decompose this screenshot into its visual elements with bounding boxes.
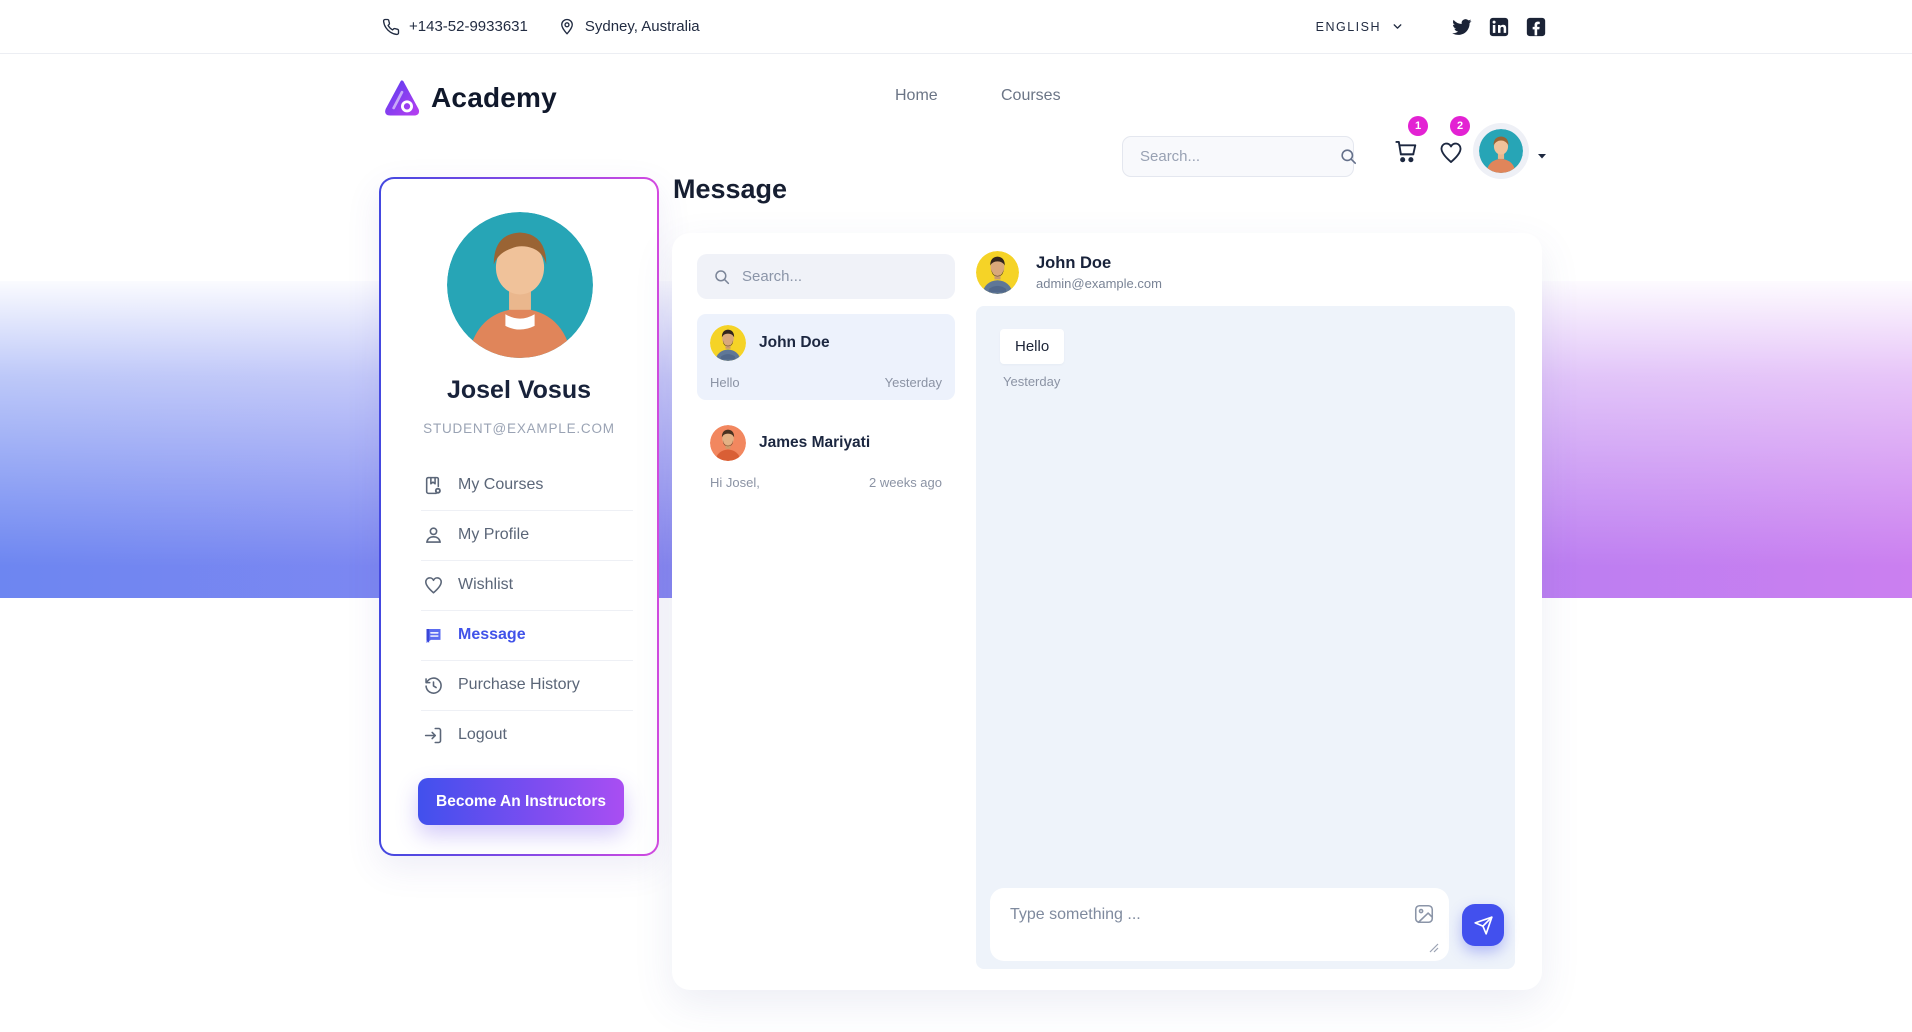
search-icon — [713, 268, 731, 286]
profile-menu: My Courses My Profile Wishlist — [381, 460, 657, 760]
brand-logo[interactable]: Academy — [382, 78, 557, 118]
heart-icon — [423, 575, 444, 596]
phone-number: +143-52-9933631 — [409, 18, 528, 35]
menu-item-message[interactable]: Message — [381, 610, 657, 660]
conversation-time: Yesterday — [884, 375, 942, 390]
language-selector[interactable]: ENGLISH — [1316, 20, 1404, 34]
main-header: Academy Home Courses 1 2 — [0, 54, 1912, 179]
attach-image-icon[interactable] — [1413, 903, 1435, 925]
resize-handle[interactable] — [1429, 943, 1439, 953]
location-text: Sydney, Australia — [584, 18, 700, 35]
message-input[interactable] — [990, 888, 1449, 961]
chat-search — [697, 254, 955, 299]
chat-contact-avatar — [976, 251, 1019, 294]
chat-panel: John Doe Hello Yesterday — [672, 233, 1542, 990]
conversation-name: John Doe — [759, 334, 830, 351]
menu-label: Purchase History — [458, 676, 580, 693]
conversation-time: 2 weeks ago — [869, 475, 942, 490]
chat-contact-name: John Doe — [1036, 254, 1112, 272]
phone-icon — [382, 18, 400, 36]
wishlist-heart-icon[interactable] — [1438, 140, 1464, 166]
conversation-name: James Mariyati — [759, 434, 871, 451]
nav-home[interactable]: Home — [895, 87, 938, 104]
profile-card: Josel Vosus STUDENT@EXAMPLE.COM My Cours… — [379, 177, 659, 856]
become-instructor-button[interactable]: Become An Instructors — [418, 778, 624, 825]
menu-item-wishlist[interactable]: Wishlist — [381, 560, 657, 610]
chevron-down-icon — [1391, 20, 1404, 33]
wishlist-badge: 2 — [1450, 116, 1470, 136]
user-avatar-image — [1479, 129, 1523, 173]
academy-logo-icon — [382, 78, 422, 118]
header-search — [1122, 136, 1357, 177]
user-avatar[interactable] — [1473, 123, 1529, 179]
facebook-icon[interactable] — [1526, 17, 1546, 37]
profile-name: Josel Vosus — [446, 376, 592, 404]
menu-item-purchase-history[interactable]: Purchase History — [381, 660, 657, 710]
menu-label: Logout — [458, 726, 507, 743]
courses-icon — [423, 475, 444, 496]
location-info: Sydney, Australia — [558, 18, 700, 36]
conversation-james-mariyati[interactable]: James Mariyati Hi Josel, 2 weeks ago — [697, 414, 955, 500]
menu-item-my-courses[interactable]: My Courses — [381, 460, 657, 510]
phone-contact[interactable]: +143-52-9933631 — [382, 18, 528, 36]
profile-avatar — [447, 212, 593, 358]
logout-icon — [423, 725, 444, 746]
search-icon[interactable] — [1339, 147, 1358, 166]
message-icon — [423, 625, 444, 646]
chat-header: John Doe admin@example.com — [976, 251, 1162, 294]
menu-label: Wishlist — [458, 576, 514, 593]
menu-label: My Courses — [458, 476, 544, 493]
menu-label: My Profile — [458, 526, 530, 543]
message-time: Yesterday — [1003, 374, 1061, 389]
menu-item-logout[interactable]: Logout — [381, 710, 657, 760]
send-icon — [1473, 915, 1494, 936]
language-label: ENGLISH — [1315, 19, 1381, 34]
conversation-preview: Hi Josel, — [710, 475, 760, 490]
profile-icon — [423, 525, 444, 546]
conversation-preview: Hello — [710, 375, 740, 390]
history-icon — [423, 675, 444, 696]
conversation-john-doe[interactable]: John Doe Hello Yesterday — [697, 314, 955, 400]
menu-item-my-profile[interactable]: My Profile — [381, 510, 657, 560]
profile-email: STUDENT@EXAMPLE.COM — [423, 421, 615, 436]
cart-icon[interactable] — [1393, 138, 1420, 165]
topbar: +143-52-9933631 Sydney, Australia ENGLIS… — [0, 0, 1912, 54]
message-composer — [990, 888, 1449, 961]
header-search-input[interactable] — [1140, 148, 1339, 165]
location-pin-icon — [558, 18, 576, 36]
brand-name: Academy — [431, 82, 557, 113]
nav-courses[interactable]: Courses — [1001, 87, 1061, 104]
page-title: Message — [673, 174, 788, 204]
chat-search-input[interactable] — [742, 268, 941, 285]
send-button[interactable] — [1462, 904, 1504, 946]
cart-badge: 1 — [1408, 116, 1428, 136]
message-thread: Hello Yesterday — [976, 306, 1515, 969]
linkedin-icon[interactable] — [1489, 17, 1509, 37]
conversation-avatar — [710, 425, 746, 461]
message-bubble: Hello — [1000, 329, 1065, 364]
menu-label: Message — [458, 626, 526, 643]
twitter-icon[interactable] — [1452, 17, 1472, 37]
avatar-chevron-down-icon[interactable] — [1536, 150, 1548, 162]
chat-contact-email: admin@example.com — [1036, 276, 1162, 291]
conversation-avatar — [710, 325, 746, 361]
